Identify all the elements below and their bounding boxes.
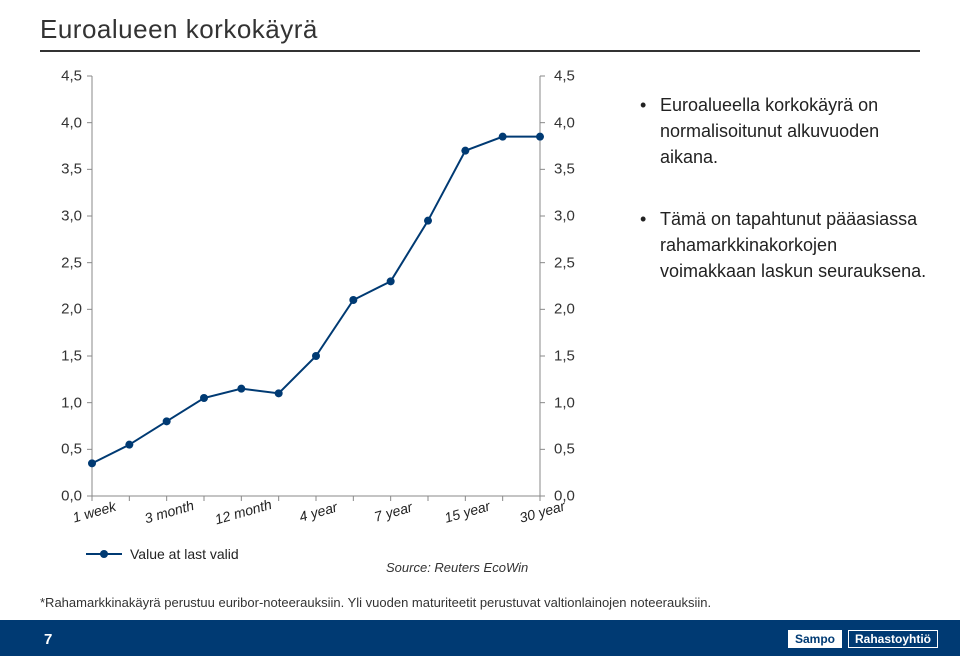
y-axis-left: 0,00,51,01,52,02,53,03,54,04,5 <box>40 76 90 496</box>
y-tick-label: 2,5 <box>554 254 575 271</box>
y-tick-label: 2,5 <box>61 254 82 271</box>
y-tick-label: 1,5 <box>554 348 575 365</box>
legend-swatch <box>86 546 122 562</box>
y-tick-label: 1,0 <box>554 394 575 411</box>
title-underline <box>40 50 920 52</box>
bullet-list: Euroalueella korkokäyrä on normalisoitun… <box>640 92 930 321</box>
y-tick-label: 0,5 <box>61 441 82 458</box>
x-tick-label: 15 year <box>443 498 492 526</box>
x-tick-label: 4 year <box>297 499 339 525</box>
x-tick-label: 7 year <box>372 499 414 525</box>
footer-bar: 7 Sampo Rahastoyhtiö <box>0 620 960 656</box>
brand-name-2: Rahastoyhtiö <box>848 630 938 648</box>
y-tick-label: 4,5 <box>554 68 575 85</box>
y-tick-label: 1,5 <box>61 348 82 365</box>
y-tick-label: 2,0 <box>61 301 82 318</box>
brand-name-1: Sampo <box>788 630 842 648</box>
y-tick-label: 3,0 <box>61 208 82 225</box>
y-tick-label: 3,5 <box>61 161 82 178</box>
y-tick-label: 3,0 <box>554 208 575 225</box>
x-tick-label: 12 month <box>213 496 274 527</box>
x-tick-label: 30 year <box>518 498 567 526</box>
chart-svg <box>92 76 540 496</box>
slide: Euroalueen korkokäyrä 0,0 0,5 1,0 1,5 2,0 2,5… <box>0 0 960 656</box>
legend-label: Value at last valid <box>130 546 239 562</box>
y-tick-label: 3,5 <box>554 161 575 178</box>
y-tick-label: 4,0 <box>61 114 82 131</box>
chart-source: Source: Reuters EcoWin <box>386 560 528 575</box>
y-tick-label: 0,0 <box>61 488 82 505</box>
y-tick-label: 1,0 <box>61 394 82 411</box>
y-tick-label: 4,5 <box>61 68 82 85</box>
footnote: *Rahamarkkinakäyrä perustuu euribor-note… <box>40 595 711 610</box>
yield-curve-chart: 0,00,51,01,52,02,53,03,54,04,5 0,00,51,0… <box>40 76 600 536</box>
plot-region <box>92 76 540 496</box>
brand-logo: Sampo Rahastoyhtiö <box>788 630 938 648</box>
bullet-item: Euroalueella korkokäyrä on normalisoitun… <box>640 92 930 170</box>
y-axis-right: 0,00,51,01,52,02,53,03,54,04,5 <box>546 76 596 496</box>
y-tick-label: 0,5 <box>554 441 575 458</box>
bullet-item: Tämä on tapahtunut pääasiassa rahamarkki… <box>640 206 930 284</box>
y-tick-label: 4,0 <box>554 114 575 131</box>
y-tick-label: 2,0 <box>554 301 575 318</box>
page-number: 7 <box>44 631 52 648</box>
page-title: Euroalueen korkokäyrä <box>40 14 318 45</box>
chart-legend: Value at last valid <box>86 546 239 562</box>
x-axis-labels: 1 week3 month12 month4 year7 year15 year… <box>92 498 540 542</box>
x-tick-label: 3 month <box>142 497 195 526</box>
